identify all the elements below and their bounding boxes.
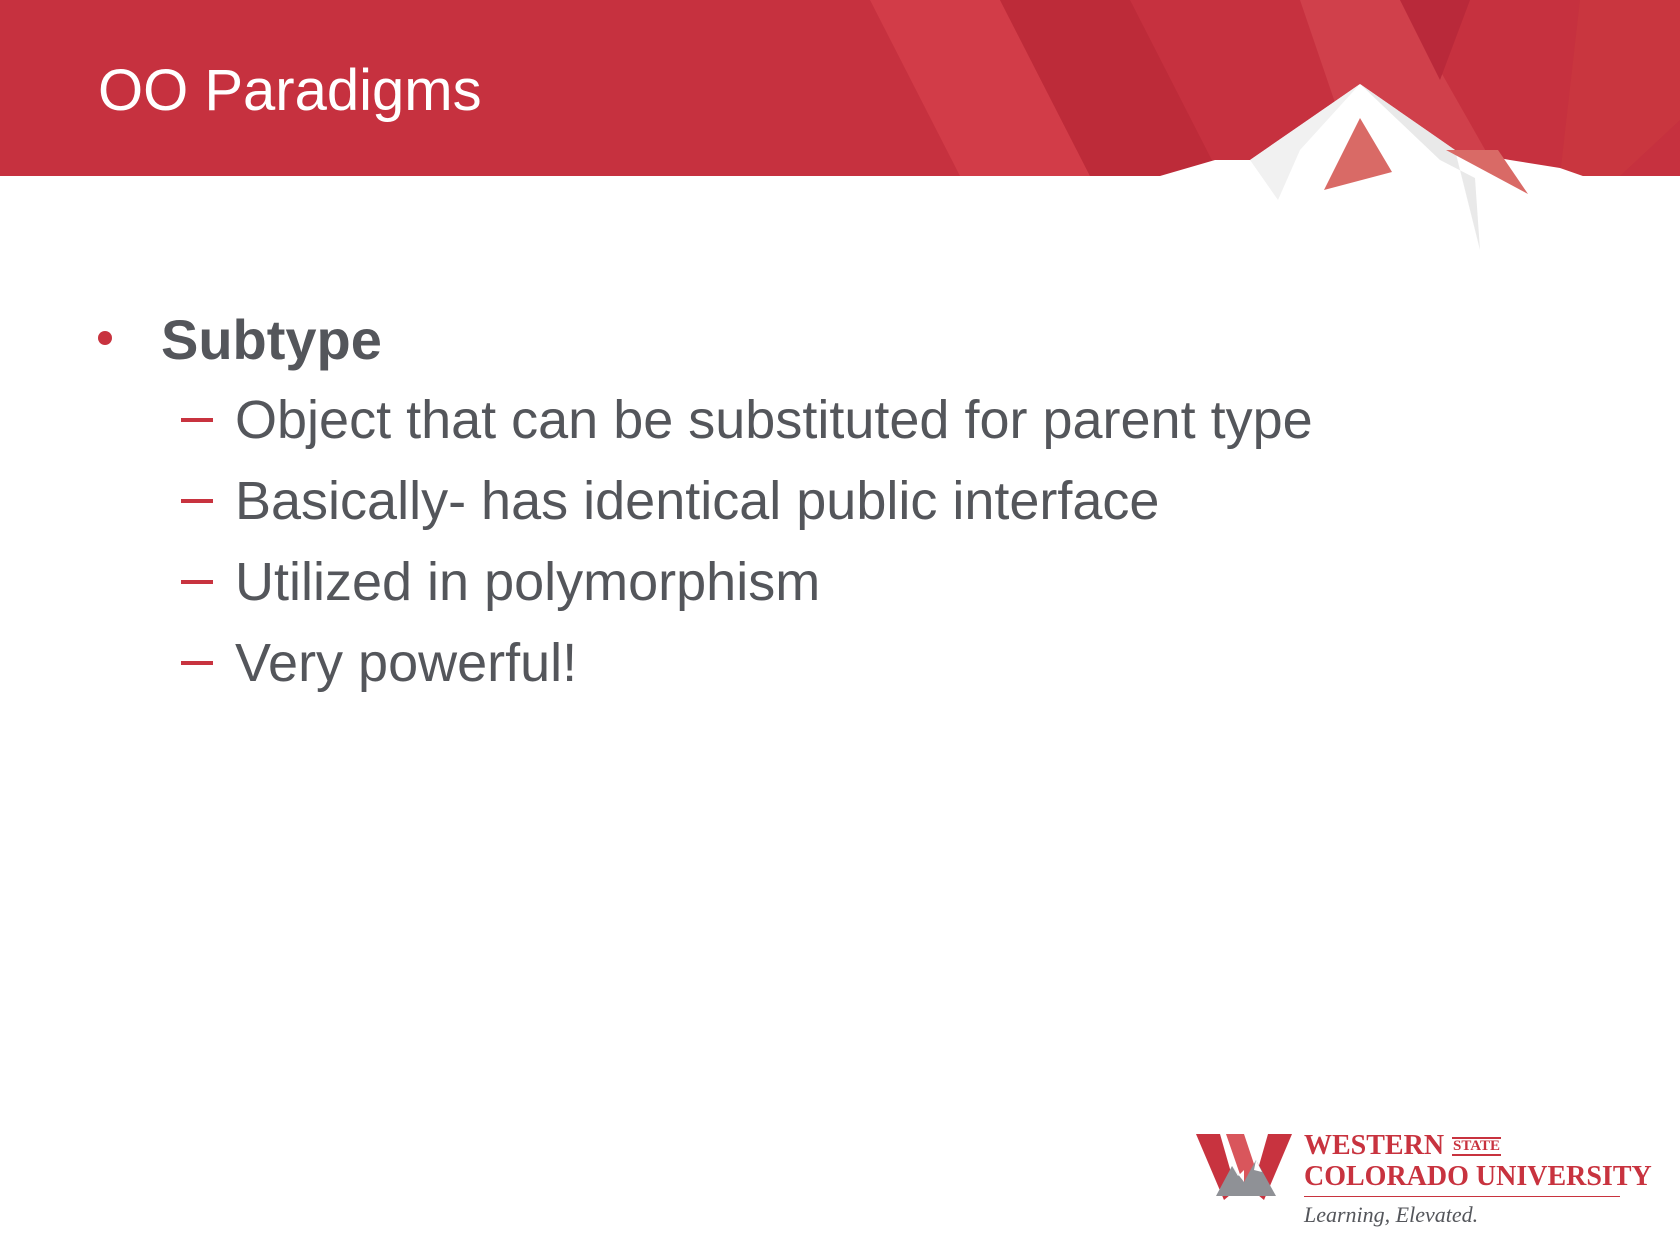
dash-icon	[181, 661, 213, 665]
slide-title: OO Paradigms	[98, 58, 482, 123]
logo-western-text: WESTERN	[1304, 1130, 1445, 1161]
sub-bullet-text: Utilized in polymorphism	[235, 552, 821, 612]
sub-bullet-text: Basically- has identical public interfac…	[235, 471, 1160, 531]
dash-icon	[181, 580, 213, 584]
logo-state-text: STATE	[1452, 1137, 1502, 1156]
university-logo: WESTERN STATE COLORADO UNIVERSITY Learnin…	[1196, 1130, 1652, 1230]
sub-bullet-text: Very powerful!	[235, 633, 578, 693]
dash-icon	[181, 499, 213, 503]
logo-divider	[1304, 1196, 1620, 1197]
mountain-graphic	[1160, 84, 1680, 260]
logo-tagline: Learning, Elevated.	[1304, 1202, 1479, 1227]
sub-bullet-text: Object that can be substituted for paren…	[235, 390, 1313, 450]
bullet-text: Subtype	[161, 308, 382, 371]
logo-line1: WESTERN STATE	[1304, 1130, 1502, 1162]
dash-icon	[181, 418, 213, 422]
header-banner	[0, 0, 1680, 260]
logo-line2: COLORADO UNIVERSITY	[1304, 1161, 1652, 1192]
w-mountain-logo-icon	[1196, 1134, 1292, 1200]
bullet-dot-icon	[98, 331, 112, 345]
